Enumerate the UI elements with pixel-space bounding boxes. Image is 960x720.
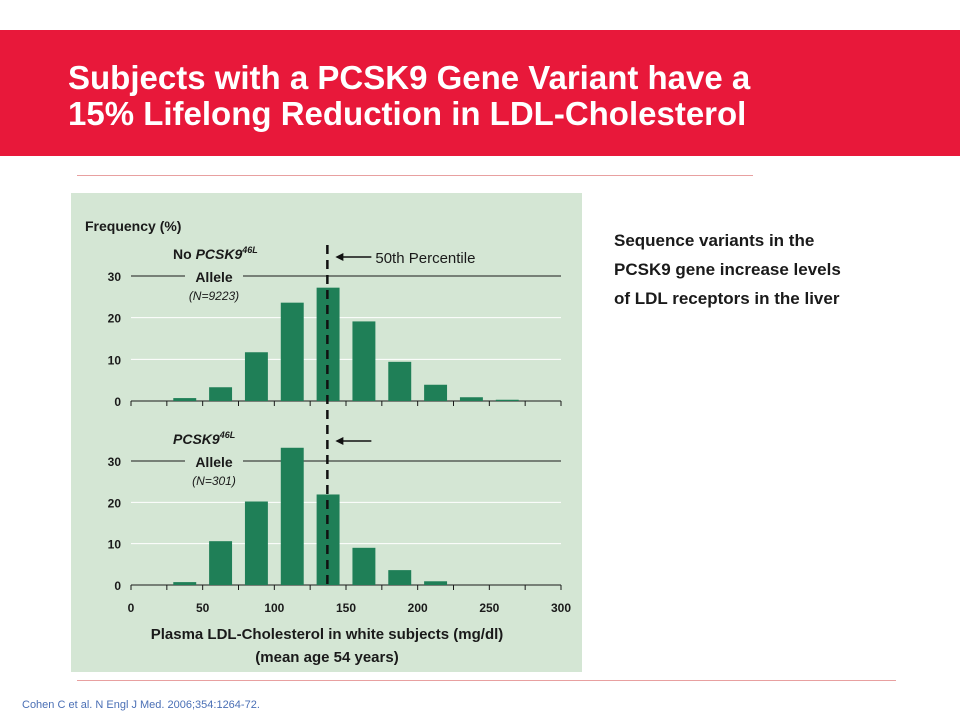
panel-1-series-name-line2: Allele [195,269,233,285]
panel-2-n-label: (N=301) [192,474,236,488]
x-tick-label: 0 [128,601,135,615]
x-tick-label: 50 [196,601,210,615]
side-note: Sequence variants in the PCSK9 gene incr… [614,226,934,313]
panel-2-bar [424,581,448,585]
panel-2-bar [209,541,233,585]
x-tick-label: 250 [479,601,499,615]
panel-1-bar [173,398,197,401]
panel-1-y-tick-label: 20 [108,312,122,326]
panel-2-series-name: PCSK946L [173,430,235,447]
percentile-arrow-bottom-head [335,437,344,445]
title-bar: Subjects with a PCSK9 Gene Variant have … [0,30,960,156]
panel-1-y-tick-label: 0 [114,395,121,409]
panel-1-bar [244,352,268,401]
panel-1-y-tick-label: 30 [108,270,122,284]
panel-1-bar [209,387,233,401]
panel-2-bar [173,582,197,585]
histogram-chart: Frequency (%) 0 10 20 30 No PCSK946L Allele (N=… [85,218,571,666]
panel-1-bar [459,397,483,401]
panel-2-bar [388,570,412,585]
x-tick-label: 300 [551,601,571,615]
panel-1-bar [280,302,304,401]
slide-title-line-1: Subjects with a PCSK9 Gene Variant have … [68,59,751,96]
panel-1-bar [316,287,340,401]
panel-1-bar [352,321,376,401]
chart-panel: Frequency (%) 0 10 20 30 No PCSK946L Allele (N=… [71,193,582,672]
top-divider [77,175,753,176]
panel-2-label-backdrop [185,452,243,470]
side-note-line-3: of LDL receptors in the liver [614,289,840,308]
panel-1-bar [388,361,412,401]
x-axis-label-line-2: (mean age 54 years) [255,649,398,666]
panel-1-series-name: No PCSK946L [173,245,258,262]
x-tick-label: 200 [408,601,428,615]
side-note-line-1: Sequence variants in the [614,231,815,250]
x-tick-label: 100 [264,601,284,615]
side-note-line-2: PCSK9 gene increase levels [614,260,841,279]
percentile-label: 50th Percentile [375,250,475,267]
y-axis-label: Frequency (%) [85,218,181,234]
citation: Cohen C et al. N Engl J Med. 2006;354:12… [22,699,260,711]
panel-1-n-label: (N=9223) [189,289,239,303]
panel-2-y-tick-label: 10 [108,538,122,552]
panel-2-bar [316,494,340,585]
panel-1-label-backdrop [185,267,243,285]
panel-2-y-tick-label: 20 [108,496,122,510]
bottom-divider [77,680,896,681]
panel-1-bar [424,384,448,401]
panel-2-series-name-line2: Allele [195,454,233,470]
panel-2-y-tick-label: 0 [114,579,121,593]
x-axis-label-line-1: Plasma LDL-Cholesterol in white subjects… [151,626,504,643]
slide-title-line-2: 15% Lifelong Reduction in LDL-Cholestero… [68,95,747,132]
percentile-arrow-top-head [335,253,344,261]
panel-2-bar [244,501,268,585]
panel-1-bar [495,399,519,401]
panel-2-bar [280,447,304,585]
panel-2-bar [352,547,376,585]
panel-1-y-tick-label: 10 [108,353,122,367]
panel-2-y-tick-label: 30 [108,455,122,469]
x-tick-label: 150 [336,601,356,615]
